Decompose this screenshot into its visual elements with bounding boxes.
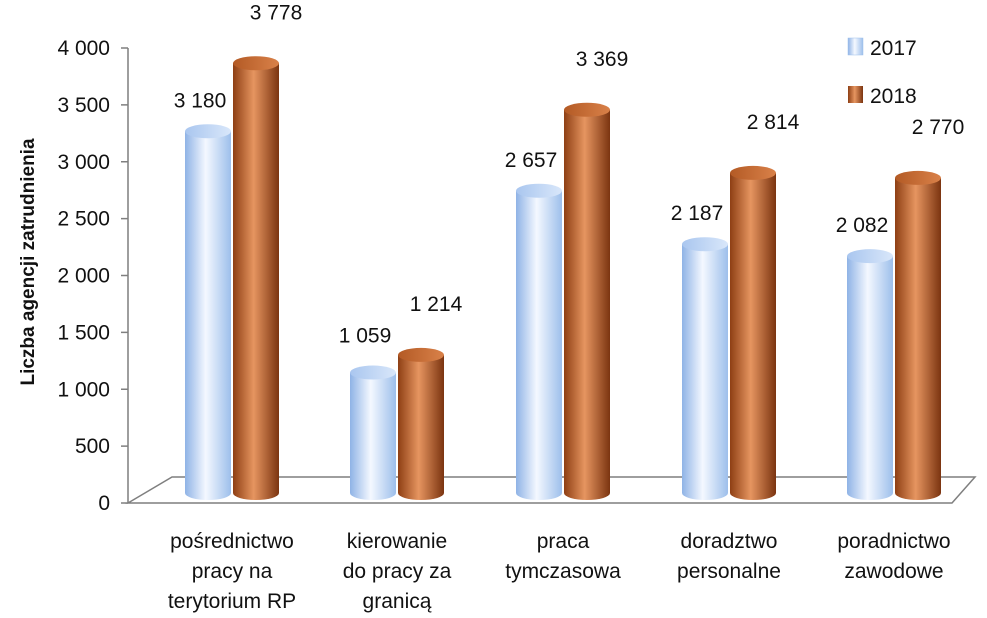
data-label-2017: 2 187 [671,202,724,225]
bar-2018 [398,347,444,500]
category-label: poradnictwo zawodowe [837,530,950,583]
bar-2018 [233,56,279,500]
y-tick-label: 1 500 [57,321,110,344]
legend-swatch-2018 [848,86,863,103]
y-tick-label: 3 000 [57,151,110,174]
bar-2017 [185,124,231,500]
bar-top [564,102,610,117]
y-tick-label: 0 [98,492,110,515]
bar-2017 [350,365,396,500]
data-label-2018: 2 770 [912,116,965,139]
bar-top [350,365,396,380]
bar-2018 [564,102,610,501]
bar-top [516,183,562,198]
bar-body [516,190,562,501]
category-label: doradztwo personalne [677,530,781,583]
bar-body [564,109,610,501]
data-label-2017: 2 657 [505,149,558,172]
y-tick-label: 2 000 [57,265,110,288]
bar-2017 [847,249,893,500]
legend: 2017 2018 [847,37,917,108]
y-axis-title: Liczba agencji zatrudnienia [18,138,39,385]
bar-body [730,172,776,500]
data-label-2018: 2 814 [747,111,800,134]
category-label: kierowanie do pracy za granicą [343,530,452,613]
bar-top [730,165,776,180]
bar-body [350,372,396,500]
bar-top [847,249,893,264]
bar-2018 [895,170,941,500]
bar-body [847,256,893,500]
legend-swatch-2017 [847,37,864,56]
bar-top [185,124,231,139]
bar-body [682,244,728,500]
data-label-2018: 3 778 [250,1,303,24]
category-label: praca tymczasowa [505,530,621,583]
bar-2018 [730,165,776,500]
legend-label-2017: 2017 [870,37,917,60]
data-label-2018: 3 369 [576,48,629,71]
bar-2017 [682,237,728,500]
y-axis-ticks: 0 500 1 000 1 500 2 000 2 500 3 000 3 500 4 000 [57,37,128,515]
bar-top [682,237,728,252]
data-labels: 3 180 3 778 1 059 1 214 2 657 3 369 2 187 2 814… [174,1,965,347]
bar-body [398,354,444,500]
data-label-2018: 1 214 [410,293,463,316]
data-label-2017: 3 180 [174,89,227,112]
data-label-2017: 2 082 [836,214,889,237]
y-tick-label: 500 [75,435,110,458]
bar-body [895,177,941,500]
y-tick-label: 3 500 [57,94,110,117]
bar-body [185,131,231,500]
y-tick-label: 2 500 [57,208,110,231]
bar-top [895,170,941,185]
category-labels: pośrednictwo pracy na terytorium RP kierowa… [168,530,951,613]
bars [185,56,941,501]
bar-2017 [516,183,562,501]
bar-top [398,347,444,362]
category-label: pośrednictwo pracy na terytorium RP [168,530,296,613]
y-tick-label: 1 000 [57,378,110,401]
legend-label-2018: 2018 [870,85,917,108]
bar-body [233,63,279,500]
y-tick-label: 4 000 [57,37,110,60]
data-label-2017: 1 059 [339,325,392,348]
bar-top [233,56,279,71]
